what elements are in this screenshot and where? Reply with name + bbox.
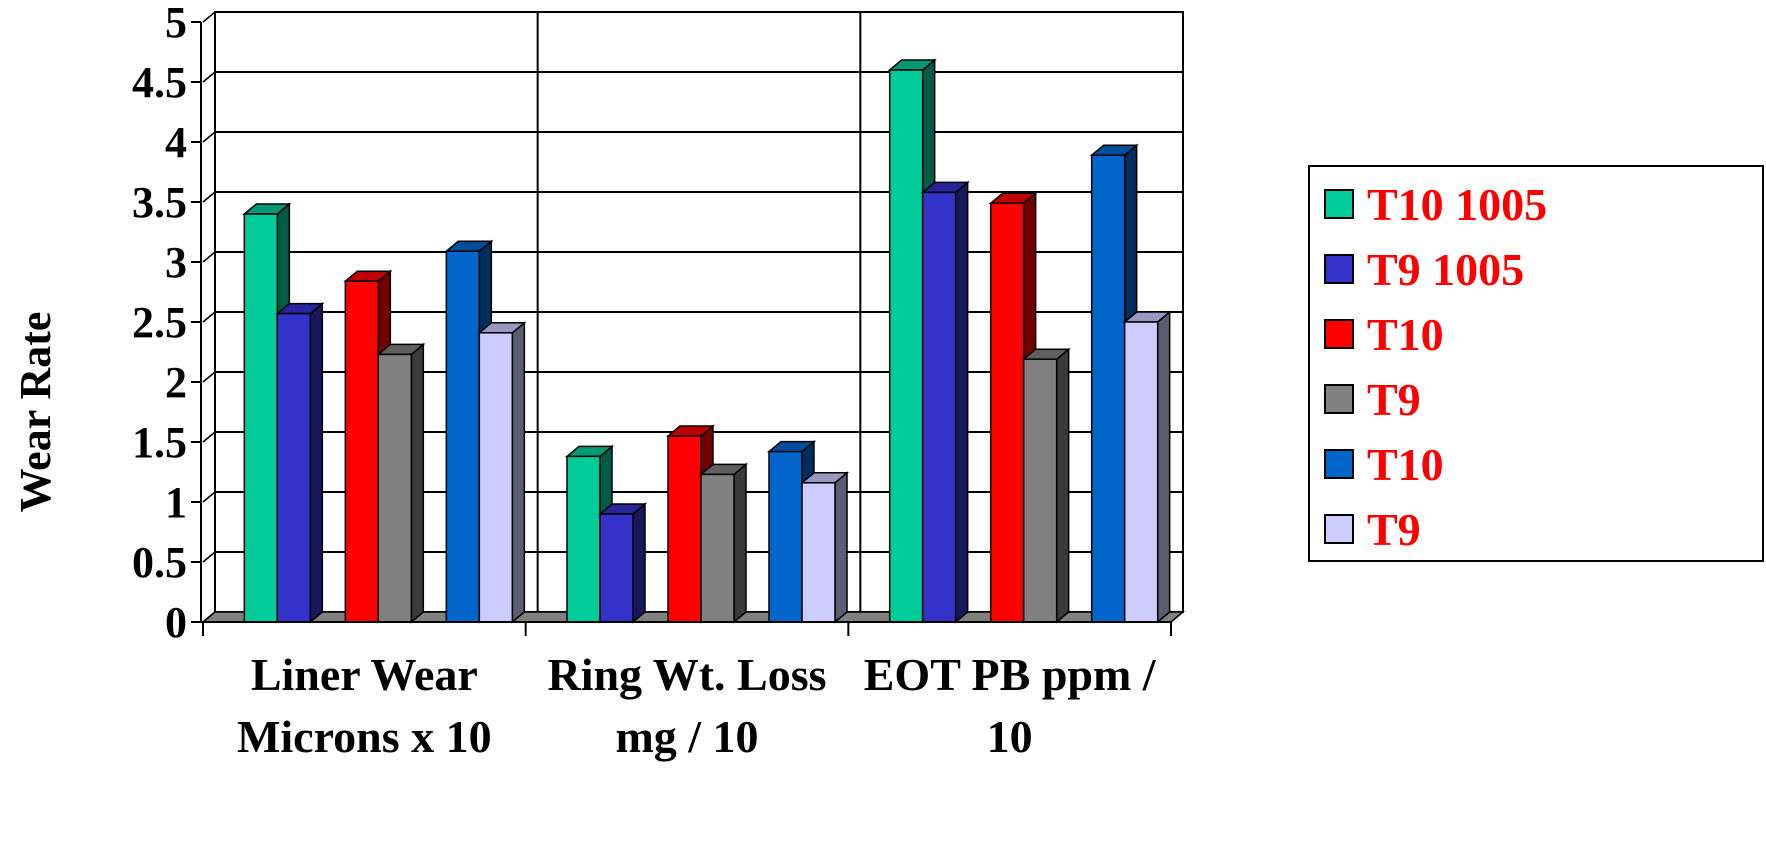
y-tick-labels: 0 0.5 1 1.5 2 2.5 3 3.5 4 4.5 5 — [132, 0, 187, 647]
x-category-label: Ring Wt. Loss — [547, 649, 826, 700]
bar-front — [989, 202, 1025, 623]
x-category-label: mg / 10 — [615, 711, 758, 762]
bar-front — [344, 280, 380, 623]
bar — [597, 502, 648, 624]
legend-swatch — [1324, 514, 1354, 544]
bar-side — [1055, 347, 1070, 624]
bar-front — [566, 455, 601, 623]
x-category-label: Microns x 10 — [237, 711, 492, 762]
wall-edge — [202, 191, 216, 203]
bar-side — [309, 301, 324, 624]
legend-entry: T10 — [1367, 439, 1444, 490]
wall-edge — [202, 71, 216, 83]
wall-edge — [202, 251, 216, 263]
x-category-label: Liner Wear — [251, 649, 478, 700]
legend-entry: T9 — [1367, 504, 1421, 555]
legend-entry: T10 — [1367, 309, 1444, 360]
bar-front — [801, 482, 836, 623]
y-tick-label: 1.5 — [132, 418, 187, 467]
y-tick-label: 0.5 — [132, 538, 187, 587]
bar-front — [243, 213, 279, 623]
legend-swatch — [1324, 319, 1354, 349]
legend-swatch — [1324, 254, 1354, 284]
bar-front — [667, 435, 702, 623]
y-tick-label: 3 — [165, 238, 187, 287]
legend-swatch — [1324, 189, 1354, 219]
bar-front — [1090, 154, 1126, 623]
y-tick-label: 2 — [165, 358, 187, 407]
legend-entry: T9 1005 — [1367, 244, 1524, 295]
bar-front — [768, 450, 803, 623]
bar-front — [1123, 321, 1159, 623]
wall-edge — [202, 551, 216, 563]
bar — [920, 180, 970, 624]
y-tick-label: 4 — [165, 118, 187, 167]
bar — [698, 462, 749, 624]
legend-entry: T9 — [1367, 374, 1421, 425]
bar-side — [834, 471, 848, 624]
bar-side — [410, 342, 425, 624]
bar — [799, 471, 850, 624]
x-category-label: 10 — [987, 711, 1033, 762]
y-axis-label: Wear Rate — [11, 312, 60, 513]
legend-entry: T10 1005 — [1367, 179, 1547, 230]
wall-edge — [202, 311, 216, 323]
legend: T10 1005 T9 1005 T10 T9 T10 T9 — [1308, 165, 1764, 562]
legend-box — [1308, 165, 1764, 562]
y-tick-label: 0 — [165, 598, 187, 647]
bar-front — [599, 513, 634, 623]
axes — [191, 21, 1172, 636]
bar-front — [377, 353, 413, 623]
y-tick-label: 3.5 — [132, 178, 187, 227]
bar-front — [888, 69, 924, 623]
x-category-label: EOT PB ppm / — [864, 649, 1157, 700]
wall-edge — [202, 11, 216, 23]
y-tick-label: 1 — [165, 478, 187, 527]
bar — [1122, 310, 1172, 624]
bar-front — [921, 191, 957, 623]
bar-front — [1022, 358, 1058, 623]
bar-side — [954, 180, 969, 624]
bars — [242, 58, 1172, 624]
wall-edge — [202, 131, 216, 143]
bar — [1021, 347, 1071, 624]
legend-swatch — [1324, 449, 1354, 479]
bar — [275, 301, 325, 624]
bar — [477, 321, 527, 624]
bar-side — [511, 321, 526, 624]
y-tick-label: 2.5 — [132, 298, 187, 347]
bar-front — [700, 473, 735, 623]
wall-edge — [202, 371, 216, 383]
bar-side — [733, 462, 747, 624]
wall-edge — [202, 431, 216, 443]
wall-edge — [202, 491, 216, 503]
legend-swatch — [1324, 384, 1354, 414]
bar-side — [632, 502, 646, 624]
bar-front — [445, 250, 481, 623]
x-category-labels: Liner Wear Microns x 10 Ring Wt. Loss mg / … — [237, 649, 1157, 762]
bar-side — [1156, 310, 1171, 624]
bar-front — [276, 312, 312, 623]
bar-front — [478, 332, 514, 623]
bar — [376, 342, 426, 624]
y-tick-label: 5 — [165, 0, 187, 47]
y-tick-label: 4.5 — [132, 58, 187, 107]
